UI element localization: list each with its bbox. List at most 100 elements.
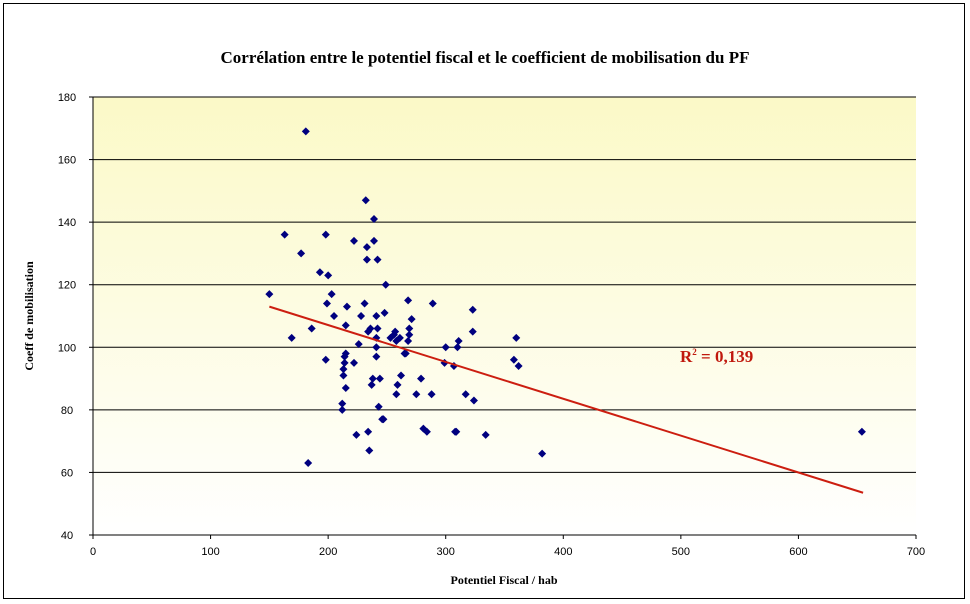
y-tick-label-100: 100 — [58, 342, 76, 354]
data-point — [352, 430, 361, 439]
data-point — [372, 343, 381, 352]
data-point — [428, 299, 437, 308]
data-point — [461, 390, 470, 399]
x-tick-label-700: 700 — [907, 546, 925, 558]
data-point — [481, 430, 490, 439]
data-point — [375, 374, 384, 383]
y-tick-label-140: 140 — [58, 217, 76, 229]
data-point — [452, 427, 461, 436]
data-point — [369, 215, 378, 224]
chart-title: Corrélation entre le potentiel fiscal et… — [221, 48, 750, 67]
data-point — [453, 343, 462, 352]
data-point — [341, 349, 350, 358]
data-point — [538, 449, 547, 458]
data-point — [322, 299, 331, 308]
x-tick-label-600: 600 — [789, 546, 807, 558]
data-point — [362, 255, 371, 264]
data-point — [373, 255, 382, 264]
data-point — [342, 302, 351, 311]
data-point — [469, 396, 478, 405]
data-point — [324, 271, 333, 280]
data-point — [380, 308, 389, 317]
data-point — [339, 365, 348, 374]
y-tick-label-180: 180 — [58, 92, 76, 104]
data-point — [368, 374, 377, 383]
data-point — [417, 374, 426, 383]
x-tick-labels: 0 100 200 300 400 500 600 700 — [90, 546, 925, 558]
data-point — [381, 280, 390, 289]
r2-sup: 2 — [692, 347, 697, 357]
data-points — [265, 127, 866, 468]
data-point — [321, 355, 330, 364]
y-axis-label: Coeff de mobilisation — [22, 261, 36, 371]
data-point — [374, 402, 383, 411]
data-point — [297, 249, 306, 258]
data-point — [338, 399, 347, 408]
data-point — [301, 127, 310, 136]
data-point — [468, 327, 477, 336]
axes — [92, 97, 916, 536]
data-point — [315, 268, 324, 277]
data-point — [361, 196, 370, 205]
gridlines — [89, 96, 917, 539]
data-point — [404, 337, 413, 346]
data-point — [367, 380, 376, 389]
x-axis-label: Potentiel Fiscal / hab — [451, 573, 558, 587]
r-squared-annotation: R2 = 0,139 — [680, 347, 753, 366]
data-point — [265, 290, 274, 299]
y-tick-label-80: 80 — [61, 405, 73, 417]
data-point — [395, 333, 404, 342]
data-point — [427, 390, 436, 399]
data-point — [330, 312, 339, 320]
plot-area — [93, 97, 916, 535]
data-point — [357, 312, 366, 320]
data-point — [350, 358, 359, 367]
data-point — [338, 405, 347, 414]
data-point — [393, 380, 402, 389]
data-point — [512, 333, 521, 342]
data-point — [401, 349, 410, 358]
data-point — [350, 236, 359, 245]
y-tick-label-40: 40 — [61, 530, 73, 542]
x-tick-label-300: 300 — [437, 546, 455, 558]
x-tick-label-100: 100 — [201, 546, 219, 558]
y-tick-label-60: 60 — [61, 467, 73, 479]
y-tick-label-120: 120 — [58, 280, 76, 292]
data-point — [304, 459, 313, 468]
data-point — [422, 427, 431, 436]
data-point — [364, 427, 373, 436]
data-point — [307, 324, 316, 333]
x-tick-label-500: 500 — [672, 546, 690, 558]
data-point — [405, 330, 414, 339]
r2-main: R — [680, 347, 693, 366]
data-point — [341, 383, 350, 392]
x-tick-label-200: 200 — [319, 546, 337, 558]
data-point — [321, 230, 330, 239]
data-point — [379, 415, 388, 424]
y-tick-labels: 40 60 80 100 120 140 160 180 — [58, 92, 76, 542]
data-point — [857, 427, 866, 436]
data-point — [405, 324, 414, 333]
data-point — [287, 333, 296, 342]
data-point — [327, 290, 336, 299]
data-point — [362, 243, 371, 252]
data-point — [392, 390, 401, 399]
data-point — [366, 324, 375, 333]
data-point — [280, 230, 289, 239]
data-point — [369, 236, 378, 245]
y-tick-label-160: 160 — [58, 155, 76, 167]
data-point — [397, 371, 406, 380]
data-point — [339, 371, 348, 380]
r2-rest: = 0,139 — [697, 347, 753, 366]
data-point — [372, 352, 381, 361]
data-point — [454, 337, 463, 346]
x-tick-label-400: 400 — [554, 546, 572, 558]
data-point — [514, 362, 523, 371]
data-point — [360, 299, 369, 308]
data-point — [412, 390, 421, 399]
data-point — [372, 312, 381, 320]
data-point — [365, 446, 374, 455]
data-point — [404, 296, 413, 305]
data-point — [354, 340, 363, 349]
